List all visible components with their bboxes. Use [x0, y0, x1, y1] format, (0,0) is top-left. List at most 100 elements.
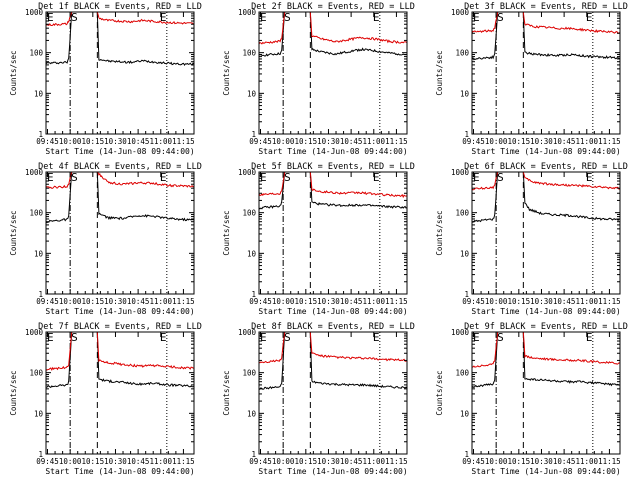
marker-e-left: E — [260, 11, 267, 24]
y-axis-label: Counts/sec — [435, 370, 444, 415]
y-tick-label: 100 — [29, 49, 43, 58]
y-tick-label: 1000 — [238, 168, 257, 177]
plot-frame — [471, 171, 621, 295]
x-tick-label: 09:45 — [36, 297, 59, 306]
x-tick-label: 11:15 — [598, 457, 621, 466]
marker-s: S — [284, 331, 291, 344]
x-tick-label: 11:15 — [385, 297, 408, 306]
y-tick-label: 1000 — [238, 8, 257, 17]
y-tick-label: 1 — [464, 290, 469, 299]
x-tick-label: 10:15 — [82, 137, 105, 146]
panel-title: Det 1f BLACK = Events, RED = LLD — [38, 2, 202, 12]
x-tick-label: 11:15 — [385, 137, 408, 146]
y-axis-label: Counts/sec — [222, 50, 231, 95]
x-axis-label: Start Time (14-Jun-08 09:44:00) — [471, 147, 620, 156]
marker-s: S — [71, 331, 78, 344]
marker-e-left: E — [260, 331, 267, 344]
y-tick-label: 1000 — [25, 168, 44, 177]
x-tick-label: 10:30 — [530, 297, 553, 306]
x-tick-label: 11:00 — [362, 137, 385, 146]
x-tick-label: 09:45 — [462, 137, 485, 146]
marker-e-right: E — [586, 171, 593, 184]
y-tick-label: 1 — [251, 130, 256, 139]
x-tick-label: 10:30 — [104, 457, 127, 466]
series-events-line — [471, 171, 621, 223]
panel-title: Det 3f BLACK = Events, RED = LLD — [464, 2, 628, 12]
series-events-line — [258, 171, 408, 210]
marker-e-left: E — [47, 171, 54, 184]
panel-title: Det 8f BLACK = Events, RED = LLD — [251, 322, 415, 332]
x-axis-label: Start Time (14-Jun-08 09:44:00) — [258, 307, 407, 316]
x-tick-label: 11:00 — [575, 457, 598, 466]
x-tick-label: 10:00 — [485, 137, 508, 146]
plot-frame — [258, 171, 408, 295]
y-tick-label: 100 — [455, 49, 469, 58]
x-tick-label: 10:15 — [82, 457, 105, 466]
series-lld-line — [258, 11, 408, 45]
x-tick-label: 10:30 — [530, 137, 553, 146]
y-tick-label: 10 — [247, 409, 257, 418]
y-tick-label: 1000 — [238, 328, 257, 337]
x-tick-label: 11:00 — [575, 137, 598, 146]
series-lld-line — [471, 171, 621, 191]
detector-panel-2: Det 2f BLACK = Events, RED = LLD 1 10 100 10… — [222, 2, 415, 156]
x-tick-label: 11:00 — [575, 297, 598, 306]
y-tick-label: 100 — [455, 209, 469, 218]
plot-frame — [471, 331, 621, 455]
x-tick-label: 11:15 — [172, 137, 195, 146]
marker-e-right: E — [373, 171, 380, 184]
y-tick-label: 1000 — [451, 8, 470, 17]
series-lld-line — [45, 331, 195, 372]
detector-panel-1: Det 1f BLACK = Events, RED = LLD 1 10 100 10… — [9, 2, 202, 156]
marker-e-right: E — [373, 11, 380, 24]
y-tick-label: 1000 — [451, 328, 470, 337]
x-axis-label: Start Time (14-Jun-08 09:44:00) — [45, 467, 194, 476]
x-axis-label: Start Time (14-Jun-08 09:44:00) — [471, 307, 620, 316]
marker-e-left: E — [47, 331, 54, 344]
y-tick-label: 1 — [464, 130, 469, 139]
plot-frame — [258, 331, 408, 455]
x-tick-label: 10:45 — [340, 457, 363, 466]
x-tick-label: 11:15 — [172, 297, 195, 306]
marker-s: S — [71, 11, 78, 24]
y-tick-label: 10 — [34, 409, 44, 418]
marker-s: S — [284, 11, 291, 24]
x-tick-label: 10:30 — [530, 457, 553, 466]
x-tick-label: 10:45 — [553, 457, 576, 466]
marker-e-right: E — [160, 331, 167, 344]
x-tick-label: 10:00 — [59, 457, 82, 466]
y-axis-label: Counts/sec — [9, 50, 18, 95]
series-events-line — [471, 331, 621, 389]
series-events-line — [471, 11, 621, 61]
series-events-line — [45, 11, 195, 67]
y-tick-label: 1 — [464, 450, 469, 459]
x-tick-label: 10:15 — [295, 137, 318, 146]
x-axis-label: Start Time (14-Jun-08 09:44:00) — [471, 467, 620, 476]
x-tick-label: 09:45 — [462, 457, 485, 466]
x-tick-label: 11:00 — [149, 297, 172, 306]
x-tick-label: 10:45 — [127, 457, 150, 466]
detector-panel-5: Det 5f BLACK = Events, RED = LLD 1 10 100 10… — [222, 162, 415, 316]
marker-e-right: E — [586, 331, 593, 344]
y-tick-label: 10 — [34, 249, 44, 258]
marker-e-left: E — [47, 11, 54, 24]
marker-e-right: E — [160, 171, 167, 184]
x-tick-label: 10:15 — [82, 297, 105, 306]
x-tick-label: 09:45 — [249, 457, 272, 466]
marker-e-right: E — [373, 331, 380, 344]
series-lld-line — [471, 11, 621, 34]
x-tick-label: 10:30 — [317, 297, 340, 306]
y-tick-label: 10 — [460, 249, 470, 258]
y-axis-label: Counts/sec — [9, 370, 18, 415]
y-tick-label: 1000 — [25, 328, 44, 337]
marker-e-right: E — [160, 11, 167, 24]
x-tick-label: 10:15 — [508, 137, 531, 146]
x-tick-label: 10:15 — [295, 297, 318, 306]
x-axis-label: Start Time (14-Jun-08 09:44:00) — [258, 467, 407, 476]
y-axis-label: Counts/sec — [435, 50, 444, 95]
x-tick-label: 10:45 — [553, 137, 576, 146]
y-tick-label: 1 — [38, 130, 43, 139]
series-lld-line — [471, 331, 621, 368]
x-tick-label: 09:45 — [249, 297, 272, 306]
